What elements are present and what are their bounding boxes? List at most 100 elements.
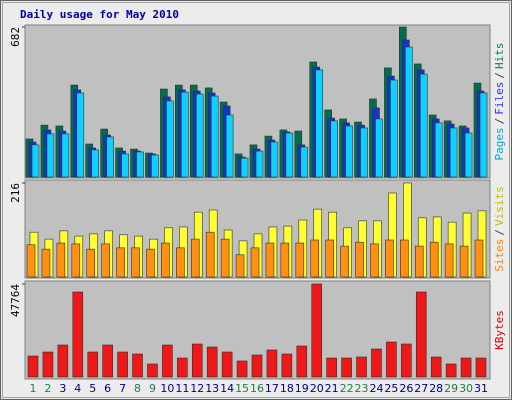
- bar: [445, 363, 457, 378]
- bar: [102, 344, 113, 378]
- legend-entry: Files: [493, 82, 506, 115]
- x-tick-label: 29: [444, 382, 458, 395]
- bar: [270, 141, 279, 178]
- legend-entry: Visits: [493, 186, 506, 226]
- bar: [330, 120, 338, 178]
- bar: [360, 127, 368, 178]
- bar: [131, 247, 140, 278]
- x-tick-label: 19: [295, 382, 309, 395]
- bar: [146, 248, 155, 278]
- legend-separator: /: [493, 72, 506, 79]
- legend: Sites / Visits: [493, 186, 506, 272]
- bar: [370, 243, 379, 278]
- bar: [56, 242, 66, 278]
- chart-title: Daily usage for May 2010: [20, 8, 179, 21]
- bar: [190, 238, 200, 278]
- bar: [87, 351, 99, 378]
- bar: [166, 100, 174, 178]
- bar: [176, 247, 185, 278]
- x-tick-label: 26: [399, 382, 413, 395]
- bar: [220, 238, 230, 278]
- bar: [181, 91, 189, 178]
- bar: [341, 357, 352, 378]
- x-tick-label: 5: [89, 382, 96, 395]
- bar: [419, 73, 428, 178]
- x-tick-label: 17: [265, 382, 279, 395]
- bar: [206, 346, 218, 378]
- bar: [475, 357, 487, 378]
- x-tick-label: 13: [205, 382, 219, 395]
- bar: [356, 356, 367, 378]
- bar: [136, 151, 144, 178]
- bar: [315, 69, 324, 178]
- bar: [205, 231, 215, 278]
- bar: [240, 157, 249, 178]
- y-tick-label: 47764: [9, 284, 22, 317]
- legend-separator: /: [493, 229, 506, 236]
- bar: [41, 248, 51, 278]
- bar: [479, 92, 488, 178]
- bar: [405, 46, 413, 178]
- bar: [235, 254, 245, 278]
- bar: [281, 353, 293, 378]
- bar: [86, 248, 96, 278]
- bar: [459, 245, 469, 278]
- bar: [225, 114, 234, 178]
- x-tick-label: 9: [149, 382, 156, 395]
- bar: [295, 242, 305, 278]
- bar: [265, 242, 275, 278]
- x-tick-label: 4: [74, 382, 81, 395]
- bar: [255, 150, 264, 178]
- bar: [310, 239, 320, 278]
- legend-entry: Hits: [493, 43, 506, 70]
- bar: [31, 144, 40, 178]
- bar: [27, 355, 39, 378]
- x-tick-label: 20: [310, 382, 324, 395]
- bar: [430, 356, 442, 378]
- x-tick-label: 1: [30, 382, 37, 395]
- bar: [161, 242, 170, 278]
- x-tick-label: 23: [355, 382, 369, 395]
- bar: [400, 239, 409, 278]
- bar: [460, 357, 472, 378]
- bar: [46, 133, 55, 178]
- bar: [296, 345, 308, 378]
- bar: [385, 239, 394, 278]
- x-tick-label: 14: [220, 382, 234, 395]
- bar: [375, 118, 383, 178]
- x-tick-label: 28: [429, 382, 443, 395]
- x-tick-label: 10: [160, 382, 174, 395]
- bar: [91, 149, 100, 178]
- legend: KBytes: [493, 310, 506, 350]
- bar: [434, 122, 443, 178]
- x-tick-label: 15: [235, 382, 249, 395]
- bar: [191, 343, 203, 378]
- bar: [210, 95, 219, 178]
- bar: [429, 241, 439, 278]
- bar: [355, 241, 364, 278]
- x-tick-label: 27: [414, 382, 428, 395]
- x-tick-label: 6: [104, 382, 111, 395]
- x-tick-label: 24: [369, 382, 383, 395]
- bar: [106, 136, 114, 178]
- x-tick-label: 21: [325, 382, 339, 395]
- legend-entry: KBytes: [493, 310, 506, 350]
- bar: [345, 125, 353, 178]
- legend: Pages / Files / Hits: [493, 43, 506, 161]
- x-tick-label: 16: [250, 382, 264, 395]
- bar: [311, 283, 323, 378]
- bar: [195, 93, 204, 178]
- bar: [401, 343, 412, 378]
- x-tick-label: 22: [340, 382, 354, 395]
- bar: [151, 154, 159, 178]
- bar: [71, 243, 81, 278]
- bar: [449, 127, 458, 178]
- bar: [340, 245, 349, 278]
- bar: [177, 357, 188, 378]
- bar: [121, 153, 129, 178]
- bar: [371, 348, 382, 378]
- x-tick-label: 31: [474, 382, 488, 395]
